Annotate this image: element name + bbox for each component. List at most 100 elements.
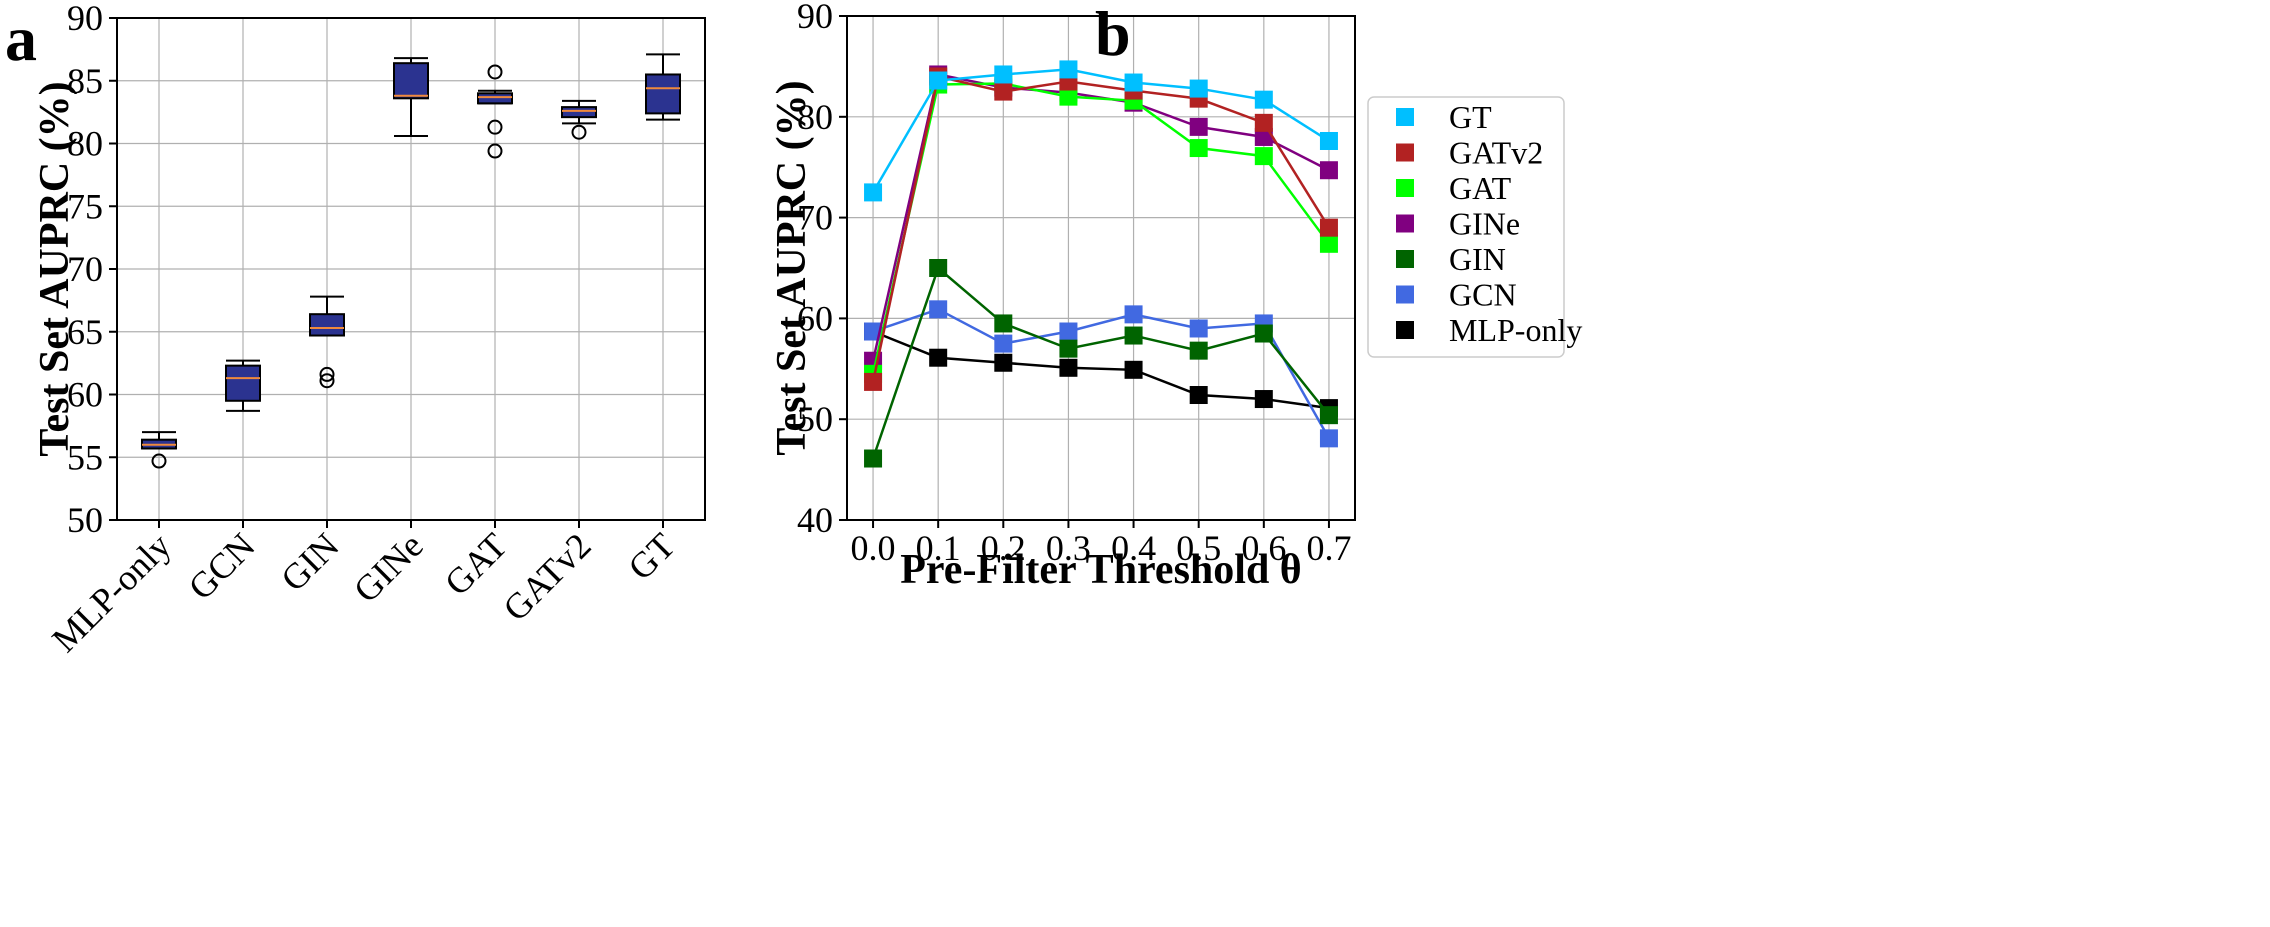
series-marker-mlp-only xyxy=(1254,390,1273,409)
x-tick-label: MLP-only xyxy=(44,525,178,659)
series-marker-mlp-only xyxy=(1059,358,1078,377)
series-marker-gin xyxy=(929,259,948,277)
x-tick-label: 0.6 xyxy=(1241,528,1286,568)
legend-label: GATv2 xyxy=(1449,135,1543,171)
lineplot-panel: 40 50 60 70 80 90 0.0 0.1 0.2 0.3 0.4 0.5 0.6 0.7Pre-… xyxy=(769,0,1582,593)
series-marker-gt xyxy=(1319,131,1338,150)
y-tick-label: 70 xyxy=(797,198,833,238)
series-marker-gcn xyxy=(1059,322,1078,341)
series-line-gin xyxy=(871,265,1330,459)
series-line-gat xyxy=(871,82,1330,375)
outlier-marker xyxy=(151,453,167,469)
plot-frame xyxy=(846,15,1356,521)
series-marker-gt xyxy=(1124,73,1143,92)
box-gcn xyxy=(225,364,261,402)
legend-swatch-mlp-only xyxy=(1396,321,1414,339)
series-marker-gatv2 xyxy=(864,372,883,391)
y-tick-label: 80 xyxy=(797,97,833,137)
series-marker-gin xyxy=(994,314,1013,333)
series-marker-gat xyxy=(1189,139,1208,158)
box-gatv2 xyxy=(561,106,597,119)
x-tick-label: GATv2 xyxy=(495,525,598,628)
y-tick-label: 50 xyxy=(67,500,103,540)
outlier-marker xyxy=(319,373,335,389)
series-marker-mlp-only xyxy=(1124,360,1143,379)
series-marker-gt xyxy=(1059,60,1078,79)
series-marker-gin xyxy=(1254,324,1273,343)
series-marker-gin xyxy=(1059,339,1078,358)
x-tick-label: 0.0 xyxy=(851,528,896,568)
x-tick-label: 0.2 xyxy=(981,528,1026,568)
y-tick-label: 75 xyxy=(67,186,103,226)
legend-swatch-gcn xyxy=(1396,285,1414,304)
y-tick-label: 85 xyxy=(67,61,103,101)
series-marker-mlp-only xyxy=(994,353,1013,372)
series-marker-gin xyxy=(1319,406,1338,425)
outlier-marker xyxy=(487,64,503,80)
x-tick-label: 0.4 xyxy=(1111,528,1156,568)
series-marker-gatv2 xyxy=(1319,218,1338,237)
legend-label: GINe xyxy=(1449,206,1520,242)
series-marker-gt xyxy=(929,71,948,90)
outlier-marker xyxy=(487,119,503,135)
series-marker-gcn xyxy=(1319,429,1338,448)
series-marker-gine xyxy=(1189,117,1208,136)
box-gt xyxy=(645,73,681,115)
series-line-gt xyxy=(871,68,1330,194)
outlier-marker xyxy=(571,124,587,140)
series-marker-gt xyxy=(1189,79,1208,98)
series-marker-gcn xyxy=(1124,305,1143,324)
x-tick-label: 0.5 xyxy=(1176,528,1221,568)
series-marker-gt xyxy=(864,183,883,202)
y-tick-label: 90 xyxy=(797,0,833,36)
series-marker-gat xyxy=(1254,147,1273,166)
legend-label: MLP-only xyxy=(1449,312,1582,348)
panel-b-letter: b xyxy=(1095,0,1131,69)
x-tick-label: GIN xyxy=(273,525,347,599)
series-marker-gcn xyxy=(994,334,1013,353)
series-marker-gcn xyxy=(929,300,948,319)
y-tick-label: 90 xyxy=(67,0,103,38)
outlier-marker xyxy=(319,366,335,382)
series-marker-gin xyxy=(864,449,883,468)
series-line-mlp-only xyxy=(872,330,1330,410)
y-axis-label: Test Set AUPRC (%) xyxy=(32,81,78,456)
legend-swatch-gine xyxy=(1396,214,1414,233)
legend-swatch-gin xyxy=(1396,250,1414,268)
series-line-gcn xyxy=(872,307,1331,439)
y-tick-label: 70 xyxy=(67,249,103,289)
series-marker-gcn xyxy=(1189,319,1208,338)
legend-label: GT xyxy=(1449,99,1492,135)
y-tick-label: 60 xyxy=(797,298,833,338)
y-tick-label: 40 xyxy=(797,500,833,540)
series-marker-gatv2 xyxy=(994,82,1013,101)
legend-swatch-gat xyxy=(1396,179,1414,197)
x-axis-label: Pre-Filter Threshold θ xyxy=(900,547,1301,593)
legend-frame xyxy=(1367,96,1565,358)
y-tick-label: 65 xyxy=(67,312,103,352)
legend-label: GIN xyxy=(1449,241,1506,277)
x-tick-label: GT xyxy=(620,525,682,587)
x-tick-label: 0.7 xyxy=(1306,528,1351,568)
outlier-marker xyxy=(487,143,503,159)
legend-swatch-gt xyxy=(1396,108,1414,126)
x-tick-label: GINe xyxy=(346,525,431,610)
y-axis-label: Test Set AUPRC (%) xyxy=(769,80,815,455)
y-tick-label: 80 xyxy=(67,124,103,164)
series-marker-gat xyxy=(1059,87,1078,106)
legend-swatch-gatv2 xyxy=(1396,143,1414,162)
series-marker-mlp-only xyxy=(929,348,948,367)
box-gat xyxy=(477,92,513,105)
series-marker-gine xyxy=(1319,161,1338,180)
legend-label: GAT xyxy=(1449,170,1512,206)
y-tick-label: 50 xyxy=(797,399,833,439)
x-tick-label: 0.3 xyxy=(1046,528,1091,568)
y-tick-label: 55 xyxy=(67,437,103,477)
series-marker-gin xyxy=(1189,341,1208,360)
series-marker-mlp-only xyxy=(1189,386,1208,405)
series-marker-gat xyxy=(1319,234,1338,253)
series-marker-gt xyxy=(994,65,1013,84)
